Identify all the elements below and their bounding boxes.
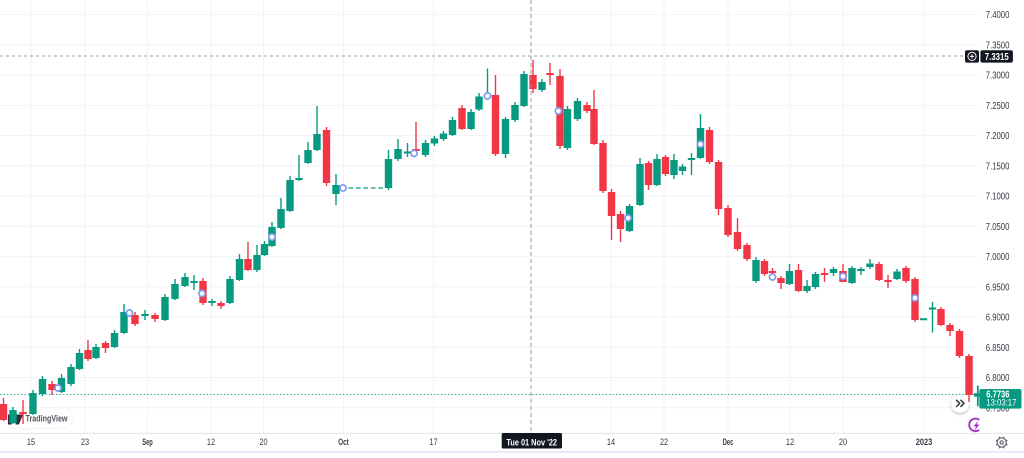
svg-text:6.9000: 6.9000: [986, 313, 1010, 324]
svg-text:Oct: Oct: [338, 437, 349, 447]
svg-text:6.7500: 6.7500: [986, 403, 1010, 414]
svg-text:7.0000: 7.0000: [986, 252, 1010, 263]
svg-text:TradingView: TradingView: [26, 414, 69, 424]
svg-text:17: 17: [429, 437, 437, 447]
svg-text:20: 20: [839, 437, 847, 447]
svg-text:Tue 01 Nov '22: Tue 01 Nov '22: [506, 437, 557, 448]
svg-text:12: 12: [207, 437, 215, 447]
svg-text:23: 23: [81, 437, 89, 447]
svg-text:14: 14: [607, 437, 615, 447]
svg-text:7.1000: 7.1000: [986, 192, 1010, 203]
svg-text:20: 20: [259, 437, 267, 447]
svg-text:7.1500: 7.1500: [986, 161, 1010, 172]
svg-text:22: 22: [660, 437, 668, 447]
svg-text:7.2000: 7.2000: [986, 131, 1010, 142]
svg-text:15: 15: [27, 437, 35, 447]
svg-text:12: 12: [786, 437, 794, 447]
svg-text:6.8500: 6.8500: [986, 343, 1010, 354]
svg-text:Sep: Sep: [142, 437, 153, 447]
svg-text:6.8000: 6.8000: [986, 373, 1010, 384]
svg-text:7.4000: 7.4000: [986, 10, 1010, 21]
svg-text:6.9500: 6.9500: [986, 282, 1010, 293]
svg-text:7.2500: 7.2500: [986, 101, 1010, 112]
svg-text:7.3000: 7.3000: [986, 71, 1010, 82]
svg-text:Dec: Dec: [723, 437, 734, 447]
svg-text:7.3500: 7.3500: [986, 40, 1010, 51]
svg-text:6.7736: 6.7736: [986, 390, 1010, 401]
svg-text:7.0500: 7.0500: [986, 222, 1010, 233]
svg-text:13:03:17: 13:03:17: [986, 398, 1016, 409]
svg-text:7.3315: 7.3315: [985, 52, 1009, 63]
svg-text:2023: 2023: [916, 437, 933, 447]
